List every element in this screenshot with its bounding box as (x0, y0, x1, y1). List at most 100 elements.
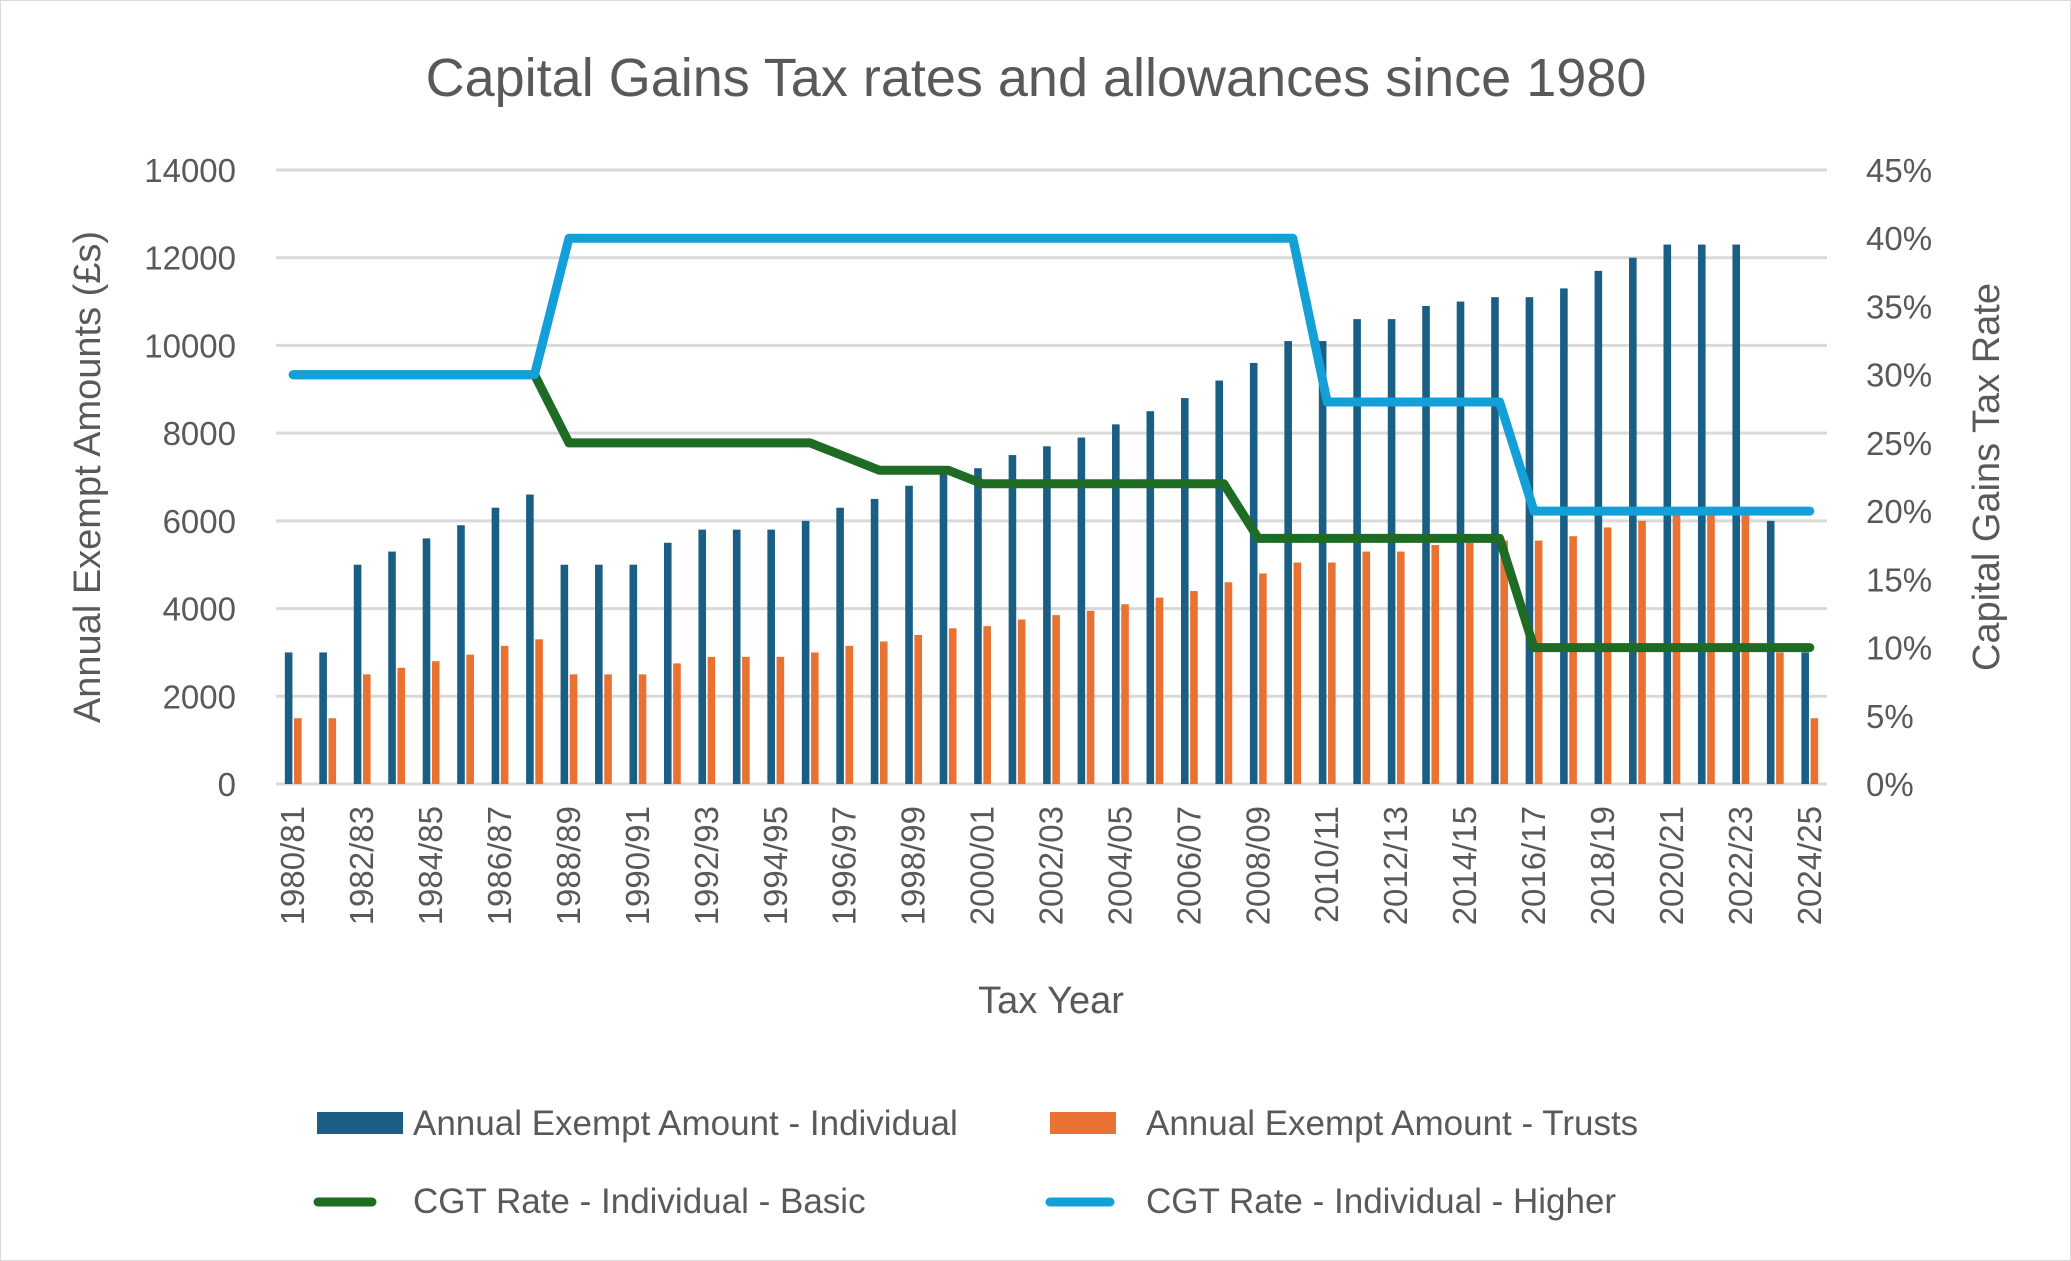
x-tick-label: 2004/05 (1101, 806, 1138, 925)
bar-individual-1992-93 (698, 529, 707, 784)
bar-individual-2016-17 (1525, 297, 1534, 784)
bar-individual-1988-89 (560, 564, 569, 784)
bar-individual-1981-82 (319, 652, 327, 784)
bar-trusts-2016-17 (1534, 540, 1543, 784)
bar-individual-1983-84 (388, 551, 396, 784)
x-tick-label: 1982/83 (343, 806, 380, 925)
y-tick-label: 6000 (163, 503, 236, 540)
bar-trusts-2004-05 (1121, 604, 1129, 784)
gridlines (276, 168, 1827, 786)
y2-tick-label: 0% (1866, 766, 1914, 803)
bar-trusts-2017-18 (1569, 536, 1577, 784)
bar-individual-2006-07 (1180, 398, 1189, 784)
bar-trusts-2015-16 (1500, 540, 1508, 784)
y-tick-label: 8000 (163, 415, 236, 452)
legend-swatch-individual (317, 1112, 403, 1134)
x-tick-label: 2014/15 (1446, 806, 1483, 925)
x-tick-label: 2002/03 (1033, 806, 1070, 925)
bar-trusts-1995-96 (811, 652, 819, 784)
x-axis-ticks: 1980/81 1982/83 1984/85 1986/87 1988/89 1990/… (274, 806, 1828, 925)
bar-individual-1982-83 (353, 564, 362, 784)
bar-individual-2002-03 (1043, 446, 1051, 784)
y2-tick-label: 10% (1866, 630, 1932, 667)
bar-individual-1984-85 (422, 538, 431, 784)
y-tick-label: 14000 (144, 152, 236, 189)
bar-trusts-1981-82 (328, 718, 337, 784)
bar-individual-1995-96 (801, 520, 810, 784)
bar-individual-2008-09 (1249, 362, 1258, 784)
bar-trusts-2018-19 (1603, 527, 1612, 784)
legend-item-individual[interactable]: Annual Exempt Amount - Individual (317, 1104, 958, 1143)
bar-individual-1999-00 (939, 472, 948, 784)
y-tick-label: 12000 (144, 240, 236, 277)
bar-individual-2001-02 (1008, 455, 1017, 784)
y2-tick-label: 30% (1866, 357, 1932, 394)
x-tick-label: 1990/91 (619, 806, 656, 925)
legend-item-trusts[interactable]: Annual Exempt Amount - Trusts (1050, 1104, 1638, 1143)
y-axis-title: Annual Exempt Amounts (£s) (67, 231, 109, 723)
x-tick-label: 1980/81 (274, 806, 311, 925)
bar-individual-1996-97 (836, 507, 844, 784)
x-tick-label: 1986/87 (481, 806, 518, 925)
bar-trusts-1989-90 (604, 674, 612, 784)
bar-trusts-2007-08 (1224, 582, 1233, 784)
line-cgt-basic (288, 370, 1815, 653)
bar-individual-1994-95 (767, 529, 775, 784)
legend-item-basic-rate[interactable]: CGT Rate - Individual - Basic (313, 1182, 866, 1221)
y-tick-label: 0 (218, 766, 236, 803)
bar-individual-1998-99 (905, 485, 913, 784)
bar-individual-1985-86 (457, 525, 465, 784)
bar-individual-2019-20 (1629, 257, 1637, 784)
y2-tick-label: 35% (1866, 288, 1932, 325)
bar-trusts-2008-09 (1259, 573, 1267, 784)
y-tick-label: 2000 (163, 678, 236, 715)
y2-tick-label: 20% (1866, 493, 1932, 530)
bar-individual-1993-94 (732, 529, 741, 784)
y2-tick-label: 15% (1866, 561, 1932, 598)
bar-trusts-1994-95 (776, 656, 785, 784)
legend-swatch-trusts (1050, 1112, 1116, 1134)
y2-tick-label: 40% (1866, 220, 1932, 257)
bar-individual-2009-10 (1284, 341, 1292, 784)
bar-trusts-1999-00 (948, 628, 957, 784)
x-tick-label: 1994/95 (757, 806, 794, 925)
bar-individual-1997-98 (870, 498, 879, 784)
bar-individual-2024-25 (1801, 652, 1809, 784)
bar-trusts-2012-13 (1396, 551, 1405, 784)
right-axis-ticks: 0% 5% 10% 15% 20% 25% 30% 35% 40% 45% (1866, 152, 1932, 803)
bar-individual-2011-12 (1353, 319, 1361, 784)
bar-trusts-1980-81 (294, 718, 302, 784)
y-tick-label: 10000 (144, 327, 236, 364)
left-axis-ticks: 0 2000 4000 6000 8000 10000 12000 14000 (144, 152, 236, 803)
chart-title: Capital Gains Tax rates and allowances s… (426, 48, 1647, 108)
bar-individual-2005-06 (1146, 411, 1155, 784)
bar-individual-2007-08 (1215, 380, 1224, 784)
bar-trusts-2006-07 (1190, 591, 1198, 784)
y2-tick-label: 45% (1866, 152, 1932, 189)
bar-trusts-2019-20 (1638, 520, 1646, 784)
bar-trusts-1986-87 (500, 645, 509, 784)
x-axis-title: Tax Year (978, 980, 1124, 1022)
bar-trusts-2014-15 (1465, 542, 1474, 784)
legend-item-higher-rate[interactable]: CGT Rate - Individual - Higher (1045, 1182, 1616, 1221)
bar-trusts-2005-06 (1155, 597, 1164, 784)
bar-trusts-2002-03 (1052, 615, 1060, 784)
bar-individual-1986-87 (491, 507, 500, 784)
bar-trusts-1982-83 (362, 674, 371, 784)
y2-axis-title: Capital Gains Tax Rate (1966, 283, 2008, 671)
x-tick-label: 2020/21 (1653, 806, 1690, 925)
bar-trusts-1984-85 (431, 661, 440, 784)
bar-individual-2003-04 (1077, 437, 1086, 784)
rate-lines (288, 233, 1815, 653)
bar-trusts-1987-88 (535, 639, 543, 784)
y2-tick-label: 5% (1866, 698, 1914, 735)
bar-trusts-2023-24 (1776, 652, 1784, 784)
bar-trusts-2010-11 (1328, 562, 1336, 784)
bar-trusts-1993-94 (742, 656, 750, 784)
bar-trusts-1988-89 (569, 674, 578, 784)
x-tick-label: 2022/23 (1722, 806, 1759, 925)
bar-trusts-2000-01 (983, 626, 991, 784)
bar-trusts-1983-84 (397, 667, 406, 784)
bar-trusts-1991-92 (673, 663, 681, 784)
bar-individual-2017-18 (1560, 288, 1568, 784)
